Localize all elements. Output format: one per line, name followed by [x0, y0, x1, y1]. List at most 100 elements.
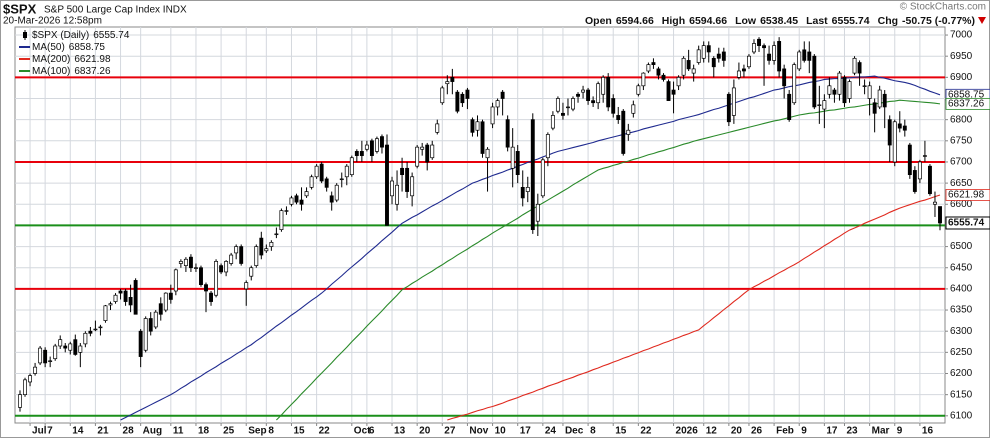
candle-body — [797, 51, 802, 70]
candle-body — [782, 68, 787, 87]
candle-body — [329, 195, 334, 203]
candle-body — [53, 345, 58, 360]
candle-body — [319, 163, 324, 182]
candle-body — [18, 394, 22, 408]
candle-body — [339, 178, 344, 181]
candle-body — [842, 76, 847, 104]
price-value-tag — [945, 216, 990, 230]
quote-value: 6594.66 — [689, 15, 727, 27]
candle-body — [234, 246, 239, 254]
candle-body — [68, 343, 73, 351]
candle-body — [626, 129, 631, 135]
x-tick-label: 17 — [520, 426, 532, 437]
ma-value-tag — [945, 189, 990, 201]
candle-body — [862, 85, 867, 87]
x-tick-label: 18 — [198, 426, 210, 437]
candle-body — [917, 161, 922, 180]
y-tick-label: 6900 — [950, 72, 973, 83]
x-tick-label: 8 — [268, 426, 274, 437]
candle-body — [369, 140, 374, 156]
candle-body — [535, 203, 540, 222]
chart-subtitle: S&P 500 Large Cap Index INDX — [44, 5, 187, 16]
candle-body — [576, 93, 580, 97]
ma-value-label: 6621.98 — [948, 190, 985, 201]
quote-label: Low — [735, 15, 757, 27]
candle-body — [314, 165, 319, 178]
candle-body — [460, 93, 465, 104]
candle-body — [892, 121, 897, 163]
y-tick-label: 6150 — [950, 389, 973, 400]
x-tick-label: 9 — [897, 426, 903, 437]
candle-body — [259, 237, 264, 256]
candle-body — [933, 201, 937, 205]
candle-body — [902, 125, 907, 131]
candle-body — [505, 119, 510, 148]
legend-name: MA(100) — [32, 66, 70, 77]
candle-body — [832, 89, 837, 95]
candle-body — [415, 146, 420, 167]
legend-name: MA(200) — [32, 54, 70, 65]
y-tick-label: 6800 — [950, 114, 973, 125]
quote-label: Last — [806, 15, 828, 27]
candle-body — [244, 282, 249, 290]
candle-body — [148, 318, 153, 332]
candle-body — [802, 49, 807, 61]
y-tick-label: 6750 — [950, 135, 973, 146]
candle-body — [852, 57, 857, 74]
candle-body — [188, 256, 193, 269]
candle-body — [571, 98, 575, 110]
candle-body — [586, 89, 591, 101]
candle-body — [43, 349, 48, 364]
y-tick-label: 6500 — [950, 241, 973, 252]
legend-entry: $SPX (Daily) 6555.74 — [32, 30, 130, 41]
candle-body — [857, 62, 862, 74]
x-tick-label: 17 — [826, 426, 838, 437]
x-tick-label: 10 — [495, 426, 507, 437]
candle-body — [641, 72, 646, 87]
candle-body — [555, 98, 560, 112]
candle-body — [897, 123, 902, 129]
candle-body — [264, 248, 269, 252]
candle-body — [143, 318, 148, 351]
x-tick-label: Oct — [354, 426, 371, 437]
candle-body — [787, 93, 792, 121]
candle-body — [204, 284, 208, 292]
legend-name: $SPX (Daily) — [32, 30, 89, 41]
candle-body — [867, 85, 872, 99]
candle-body — [616, 115, 621, 121]
candle-body — [88, 330, 93, 334]
candle-body — [405, 167, 410, 192]
candle-body — [229, 254, 234, 264]
candle-body — [525, 186, 530, 192]
x-tick-label: 24 — [545, 426, 557, 437]
legend-value: 6858.75 — [69, 42, 106, 53]
x-tick-label: 13 — [394, 426, 406, 437]
ma-line — [275, 99, 941, 421]
ma-value-label: 6858.75 — [948, 89, 985, 100]
x-tick-label: 26 — [751, 426, 763, 437]
candle-body — [485, 148, 490, 159]
candle-body — [817, 104, 822, 106]
candle-body — [882, 93, 887, 108]
candle-body — [168, 292, 173, 300]
candle-body — [752, 43, 756, 53]
candle-body — [907, 144, 912, 176]
candle-body — [28, 375, 33, 383]
candle-body — [666, 81, 671, 101]
credit: © StockCharts.com — [900, 2, 986, 13]
candle-body — [691, 68, 696, 74]
candle-body — [591, 100, 596, 104]
candle-body — [837, 72, 842, 95]
ma-line — [120, 75, 941, 421]
candle-body — [78, 345, 83, 353]
candle-body — [877, 89, 882, 108]
candle-body — [847, 81, 852, 99]
candle-body — [239, 246, 244, 264]
candle-body — [676, 76, 681, 87]
x-tick-label: 27 — [444, 426, 456, 437]
candle-body — [133, 280, 138, 315]
candle-body — [671, 89, 676, 95]
candle-body — [445, 81, 450, 85]
